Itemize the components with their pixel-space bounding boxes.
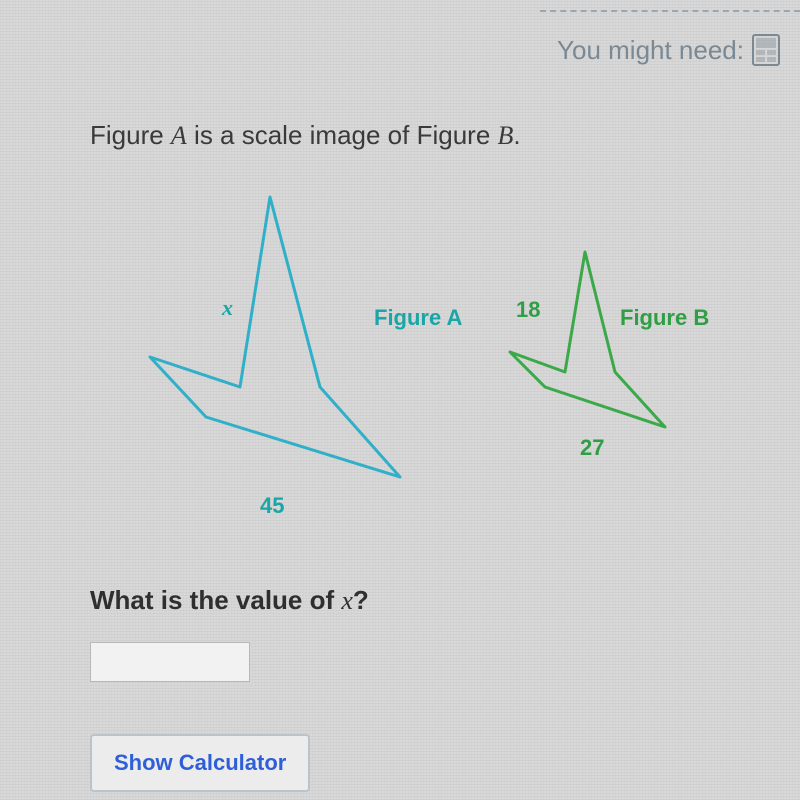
answer-input[interactable] bbox=[90, 642, 250, 682]
figure-a-shape bbox=[120, 187, 440, 507]
figure-b-polygon bbox=[510, 252, 665, 427]
calculator-icon bbox=[752, 34, 780, 66]
figure-b-side-27-label: 27 bbox=[580, 435, 604, 461]
figure-b-side-18-label: 18 bbox=[516, 297, 540, 323]
figure-a-label: Figure A bbox=[374, 305, 462, 331]
figure-b-label: Figure B bbox=[620, 305, 709, 331]
figure-b-shape bbox=[490, 247, 710, 467]
question-post: ? bbox=[353, 585, 369, 615]
question-var: x bbox=[341, 586, 353, 615]
divider-dashes bbox=[540, 10, 800, 12]
prompt-pre: Figure bbox=[90, 120, 171, 150]
hint-bar: You might need: bbox=[557, 34, 780, 66]
prompt-var-b: B bbox=[498, 121, 514, 150]
show-calculator-button[interactable]: Show Calculator bbox=[90, 734, 310, 792]
prompt-var-a: A bbox=[171, 121, 187, 150]
figure-a-polygon bbox=[150, 197, 400, 477]
figure-a-side-45-label: 45 bbox=[260, 493, 284, 519]
prompt-mid: is a scale image of Figure bbox=[187, 120, 498, 150]
figures-area: x Figure A 45 18 Figure B 27 bbox=[90, 187, 780, 527]
hint-text: You might need: bbox=[557, 35, 744, 66]
question-text: What is the value of x? bbox=[90, 585, 780, 616]
question-pre: What is the value of bbox=[90, 585, 341, 615]
problem-content: Figure A is a scale image of Figure B. x… bbox=[90, 120, 780, 792]
figure-a-side-x-label: x bbox=[222, 295, 233, 321]
problem-statement: Figure A is a scale image of Figure B. bbox=[90, 120, 780, 151]
prompt-post: . bbox=[513, 120, 520, 150]
